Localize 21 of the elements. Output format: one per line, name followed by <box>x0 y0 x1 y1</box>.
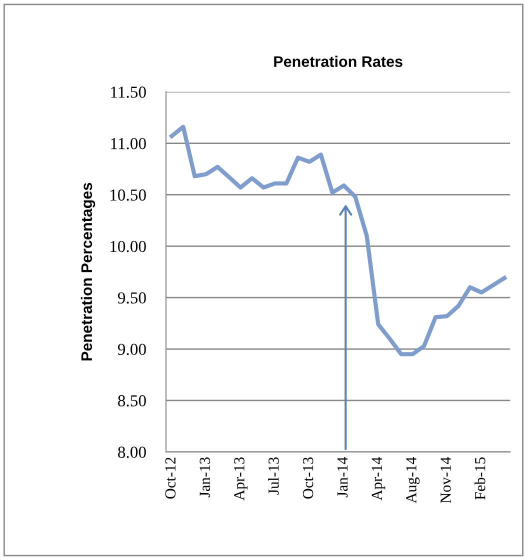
y-tick-label: 10.00 <box>110 240 146 252</box>
x-tick-label: Apr-13 <box>234 457 248 500</box>
x-tick-label: Apr-14 <box>372 457 386 500</box>
x-tick-label: Jul-13 <box>268 457 279 495</box>
x-tick-label: Jan-13 <box>200 457 210 498</box>
y-tick-label: 9.00 <box>118 344 146 356</box>
x-tick-label: Nov-14 <box>440 457 451 504</box>
x-tick-label: Aug-14 <box>406 457 420 504</box>
chart-title: Penetration Rates <box>274 56 402 67</box>
x-tick-label: Oct-12 <box>165 458 176 499</box>
y-tick-label: 11.50 <box>111 86 146 98</box>
y-tick-label: 8.50 <box>118 395 146 406</box>
y-tick-label: 9.50 <box>118 292 146 304</box>
y-axis-title: Penetration Percentages <box>80 182 96 360</box>
y-tick-label: 11.00 <box>111 138 146 150</box>
line-series <box>170 124 506 356</box>
x-tick-label: Feb-15 <box>474 457 486 500</box>
y-tick-label: 8.00 <box>118 446 146 458</box>
x-tick-label: Oct-13 <box>302 457 314 499</box>
y-tick-label: 10.50 <box>110 189 146 201</box>
x-tick-label: Jan-14 <box>337 457 348 498</box>
